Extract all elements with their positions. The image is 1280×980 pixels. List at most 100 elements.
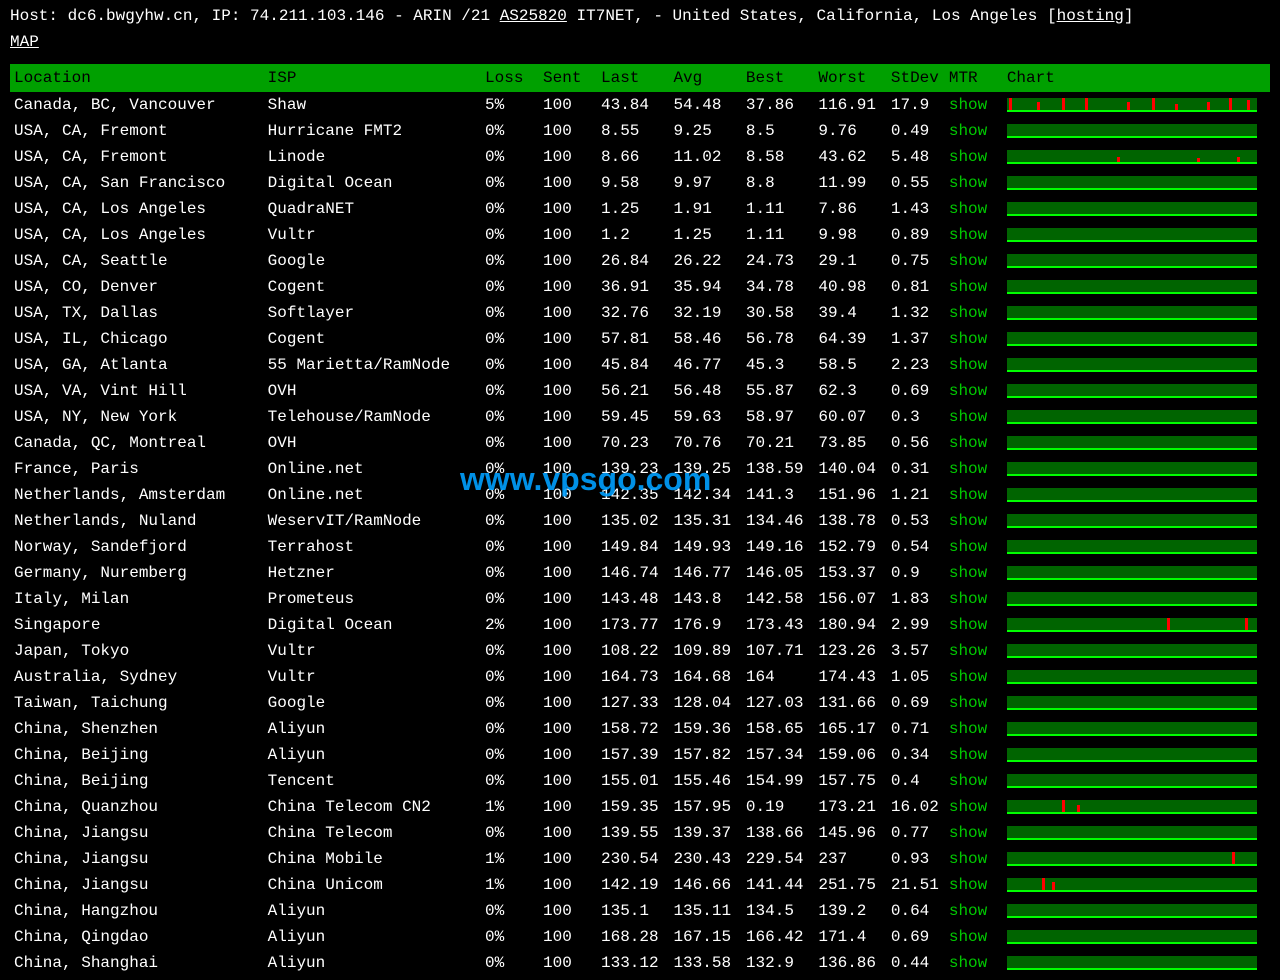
- cell-avg: 56.48: [669, 378, 741, 404]
- mtr-show-link[interactable]: show: [949, 746, 987, 764]
- cell-avg: 9.97: [669, 170, 741, 196]
- mtr-show-link[interactable]: show: [949, 252, 987, 270]
- spike-bar: [1042, 878, 1045, 890]
- map-link[interactable]: MAP: [10, 33, 39, 51]
- mtr-show-link[interactable]: show: [949, 902, 987, 920]
- cell-last: 230.54: [597, 846, 669, 872]
- cell-stdev: 0.44: [887, 950, 945, 976]
- table-row: USA, NY, New YorkTelehouse/RamNode0%1005…: [10, 404, 1270, 430]
- mtr-show-link[interactable]: show: [949, 616, 987, 634]
- cell-last: 127.33: [597, 690, 669, 716]
- hosting-link[interactable]: hosting: [1057, 7, 1124, 25]
- asn-link[interactable]: AS25820: [500, 7, 567, 25]
- table-row: Netherlands, AmsterdamOnline.net0%100142…: [10, 482, 1270, 508]
- cell-loss: 0%: [481, 430, 539, 456]
- cell-avg: 142.34: [669, 482, 741, 508]
- mtr-show-link[interactable]: show: [949, 278, 987, 296]
- cell-sent: 100: [539, 430, 597, 456]
- mtr-show-link[interactable]: show: [949, 590, 987, 608]
- cell-loss: 0%: [481, 378, 539, 404]
- mtr-show-link[interactable]: show: [949, 798, 987, 816]
- cell-worst: 9.98: [814, 222, 886, 248]
- mtr-show-link[interactable]: show: [949, 928, 987, 946]
- latency-sparkline: [1007, 670, 1257, 684]
- cell-last: 149.84: [597, 534, 669, 560]
- table-row: Taiwan, TaichungGoogle0%100127.33128.041…: [10, 690, 1270, 716]
- host-info-line: Host: dc6.bwgyhw.cn, IP: 74.211.103.146 …: [10, 4, 1270, 28]
- mtr-show-link[interactable]: show: [949, 486, 987, 504]
- spike-bar: [1167, 618, 1170, 630]
- cell-chart: [1003, 586, 1270, 612]
- table-row: Canada, BC, VancouverShaw5%10043.8454.48…: [10, 92, 1270, 118]
- cell-sent: 100: [539, 690, 597, 716]
- mtr-show-link[interactable]: show: [949, 642, 987, 660]
- latency-sparkline: [1007, 514, 1257, 528]
- cell-best: 138.66: [742, 820, 814, 846]
- cell-loss: 1%: [481, 794, 539, 820]
- mtr-show-link[interactable]: show: [949, 876, 987, 894]
- cell-isp: China Telecom CN2: [264, 794, 481, 820]
- mtr-show-link[interactable]: show: [949, 356, 987, 374]
- cell-worst: 40.98: [814, 274, 886, 300]
- spike-bar: [1152, 98, 1155, 110]
- cell-location: China, Shenzhen: [10, 716, 264, 742]
- cell-worst: 62.3: [814, 378, 886, 404]
- mtr-show-link[interactable]: show: [949, 200, 987, 218]
- mtr-show-link[interactable]: show: [949, 954, 987, 972]
- cell-mtr: show: [945, 586, 1003, 612]
- cell-sent: 100: [539, 404, 597, 430]
- cell-loss: 0%: [481, 820, 539, 846]
- mtr-show-link[interactable]: show: [949, 226, 987, 244]
- mtr-show-link[interactable]: show: [949, 460, 987, 478]
- cell-isp: 55 Marietta/RamNode: [264, 352, 481, 378]
- spike-bar: [1175, 104, 1178, 110]
- mtr-show-link[interactable]: show: [949, 330, 987, 348]
- mtr-show-link[interactable]: show: [949, 824, 987, 842]
- cell-mtr: show: [945, 950, 1003, 976]
- cell-stdev: 0.69: [887, 378, 945, 404]
- cell-loss: 1%: [481, 872, 539, 898]
- cell-best: 141.3: [742, 482, 814, 508]
- cell-last: 158.72: [597, 716, 669, 742]
- cell-last: 135.02: [597, 508, 669, 534]
- mtr-show-link[interactable]: show: [949, 434, 987, 452]
- cell-last: 146.74: [597, 560, 669, 586]
- latency-sparkline: [1007, 930, 1257, 944]
- cell-best: 70.21: [742, 430, 814, 456]
- mtr-show-link[interactable]: show: [949, 408, 987, 426]
- cell-last: 135.1: [597, 898, 669, 924]
- spike-bar: [1037, 102, 1040, 110]
- mtr-show-link[interactable]: show: [949, 96, 987, 114]
- cell-loss: 0%: [481, 534, 539, 560]
- mtr-show-link[interactable]: show: [949, 694, 987, 712]
- cell-last: 70.23: [597, 430, 669, 456]
- cell-loss: 0%: [481, 326, 539, 352]
- mtr-show-link[interactable]: show: [949, 148, 987, 166]
- cell-loss: 0%: [481, 404, 539, 430]
- mtr-show-link[interactable]: show: [949, 668, 987, 686]
- cell-isp: Telehouse/RamNode: [264, 404, 481, 430]
- mtr-show-link[interactable]: show: [949, 382, 987, 400]
- mtr-show-link[interactable]: show: [949, 720, 987, 738]
- mtr-show-link[interactable]: show: [949, 512, 987, 530]
- mtr-show-link[interactable]: show: [949, 564, 987, 582]
- cell-chart: [1003, 846, 1270, 872]
- cell-mtr: show: [945, 872, 1003, 898]
- mtr-show-link[interactable]: show: [949, 304, 987, 322]
- latency-sparkline: [1007, 280, 1257, 294]
- cell-chart: [1003, 560, 1270, 586]
- cell-mtr: show: [945, 378, 1003, 404]
- cell-sent: 100: [539, 456, 597, 482]
- mtr-show-link[interactable]: show: [949, 850, 987, 868]
- cell-location: USA, GA, Atlanta: [10, 352, 264, 378]
- mtr-show-link[interactable]: show: [949, 174, 987, 192]
- cell-last: 173.77: [597, 612, 669, 638]
- mtr-show-link[interactable]: show: [949, 122, 987, 140]
- mtr-show-link[interactable]: show: [949, 538, 987, 556]
- ip-value: 74.211.103.146: [250, 7, 384, 25]
- cell-chart: [1003, 716, 1270, 742]
- cell-last: 155.01: [597, 768, 669, 794]
- cell-last: 8.66: [597, 144, 669, 170]
- cell-mtr: show: [945, 638, 1003, 664]
- mtr-show-link[interactable]: show: [949, 772, 987, 790]
